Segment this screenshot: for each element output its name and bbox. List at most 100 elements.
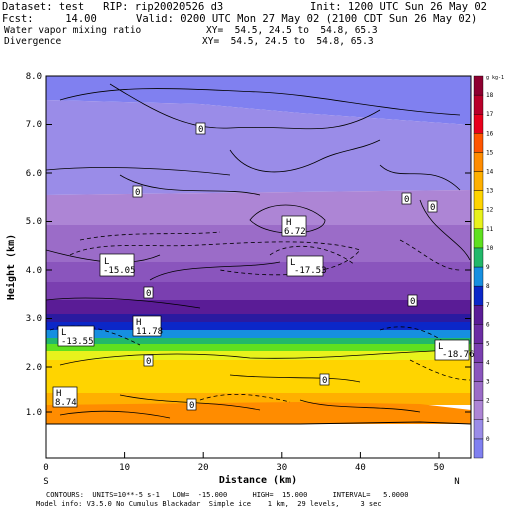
contour-line-dashed bbox=[269, 245, 356, 266]
y-tick-label: 2.0 bbox=[26, 363, 42, 373]
y-tick-label: 7.0 bbox=[26, 120, 42, 130]
colorbar-swatch bbox=[473, 362, 484, 382]
x-tick-label: 40 bbox=[355, 463, 366, 473]
y-tick-label: 4.0 bbox=[26, 266, 42, 276]
colorbar-label: 3 bbox=[486, 379, 490, 386]
colorbar-label: 11 bbox=[486, 226, 494, 233]
high-tag: H bbox=[56, 389, 61, 399]
contour-line bbox=[229, 139, 381, 173]
colorbar-swatch bbox=[473, 438, 484, 459]
band-mid-purple bbox=[46, 282, 471, 300]
colorbar-swatch bbox=[473, 171, 484, 191]
x-axis-label: Distance (km) bbox=[219, 474, 297, 486]
contour-line bbox=[109, 83, 381, 130]
init-line: Init: 1200 UTC Sun 26 May 02 bbox=[310, 1, 488, 13]
band-royal-blue bbox=[46, 322, 471, 330]
x-tick-label: 20 bbox=[198, 463, 209, 473]
low-tag: L bbox=[104, 257, 109, 267]
y-tick-label: 8.0 bbox=[26, 72, 42, 82]
x-tick-label: 30 bbox=[276, 463, 287, 473]
model-info: Model info: V3.5.0 No Cumulus Blackadar … bbox=[36, 500, 382, 508]
y-axis-label: Height (km) bbox=[5, 234, 17, 300]
y-tick-label: 6.0 bbox=[26, 169, 42, 179]
colorbar-label: 7 bbox=[486, 302, 490, 309]
zero-label: 0 bbox=[146, 357, 151, 367]
contours-info: CONTOURS: UNITS=10**-5 s-1 LOW= -15.000 … bbox=[46, 491, 409, 499]
zero-label: 0 bbox=[410, 297, 415, 307]
low-box bbox=[286, 255, 324, 277]
colorbar-label: 13 bbox=[486, 188, 494, 195]
colorbar-swatch bbox=[473, 94, 484, 115]
contour-line bbox=[59, 410, 171, 419]
band-lime bbox=[46, 344, 471, 351]
high-box bbox=[52, 386, 78, 408]
low-value: -15.05 bbox=[103, 266, 136, 276]
band-purple bbox=[46, 262, 471, 282]
colorbar-swatch bbox=[473, 381, 484, 401]
contour-line bbox=[59, 88, 461, 116]
divergence-contours bbox=[46, 83, 471, 419]
y-tick-marks bbox=[46, 75, 471, 413]
colorbar-swatch bbox=[473, 400, 484, 421]
zero-label: 0 bbox=[404, 195, 409, 205]
field2-name: Divergence bbox=[4, 36, 62, 47]
colorbar-swatch bbox=[473, 152, 484, 172]
contour-line bbox=[149, 261, 281, 281]
colorbar-label: 15 bbox=[486, 149, 494, 156]
colorbar-label: 12 bbox=[486, 207, 494, 214]
y-tick-label: 1.0 bbox=[26, 408, 42, 418]
low-value: -18.76 bbox=[442, 350, 475, 360]
band-lilac bbox=[46, 190, 471, 225]
y-tick-labels: 1.0 2.0 3.0 4.0 5.0 6.0 7.0 8.0 bbox=[26, 72, 42, 418]
plot-frame bbox=[45, 75, 472, 459]
colorbar-label: 9 bbox=[486, 264, 490, 271]
low-tag: L bbox=[290, 258, 295, 268]
colorbar-swatch bbox=[473, 266, 484, 287]
colorbar-label: 1 bbox=[486, 417, 490, 424]
band-sky-blue bbox=[46, 330, 471, 338]
zero-label: 0 bbox=[430, 203, 435, 213]
contour-line bbox=[119, 174, 261, 196]
band-green bbox=[46, 338, 471, 344]
colorbar-swatch bbox=[473, 190, 484, 210]
colorbar-swatch bbox=[473, 75, 484, 96]
contour-line bbox=[419, 199, 471, 261]
colorbar-swatch bbox=[473, 305, 484, 325]
low-tag: L bbox=[438, 342, 443, 352]
field1-xy: XY= 54.5, 24.5 to 54.8, 65.3 bbox=[206, 25, 378, 36]
contour-line bbox=[379, 164, 461, 191]
colorbar-swatch bbox=[473, 285, 484, 306]
colorbar-swatch bbox=[473, 228, 484, 249]
high-value: 6.72 bbox=[284, 227, 306, 237]
field2-xy: XY= 54.5, 24.5 to 54.8, 65.3 bbox=[202, 36, 374, 47]
zero-label: 0 bbox=[322, 376, 327, 386]
colorbar-swatch bbox=[473, 209, 484, 229]
colorbar-swatch bbox=[473, 133, 484, 153]
contour-line-dashed bbox=[199, 393, 291, 403]
terrain-below-ground bbox=[46, 424, 471, 458]
high-box bbox=[132, 315, 162, 337]
high-value: 11.78 bbox=[136, 327, 163, 337]
low-box bbox=[57, 325, 95, 347]
colorbar-unit: g kg-1 bbox=[486, 75, 504, 81]
contour-line bbox=[229, 374, 361, 383]
x-tick-marks bbox=[45, 452, 440, 458]
zero-label: 0 bbox=[146, 289, 151, 299]
contour-line bbox=[46, 297, 201, 309]
low-value: -17.53 bbox=[294, 266, 327, 276]
low-box bbox=[99, 253, 135, 277]
colorbar-label: 14 bbox=[486, 169, 494, 176]
contour-line-dashed bbox=[69, 241, 361, 276]
contour-line-dashed bbox=[399, 239, 461, 271]
band-lavender bbox=[46, 100, 471, 195]
left-endpoint: S bbox=[43, 477, 48, 487]
x-tick-label: 50 bbox=[434, 463, 445, 473]
high-tag: H bbox=[286, 218, 291, 228]
colorbar-swatch bbox=[473, 419, 484, 440]
contour-line bbox=[299, 399, 421, 413]
x-tick-label: 10 bbox=[119, 463, 130, 473]
colorbar-label: 5 bbox=[486, 340, 490, 347]
colorbar-swatch bbox=[473, 324, 484, 344]
